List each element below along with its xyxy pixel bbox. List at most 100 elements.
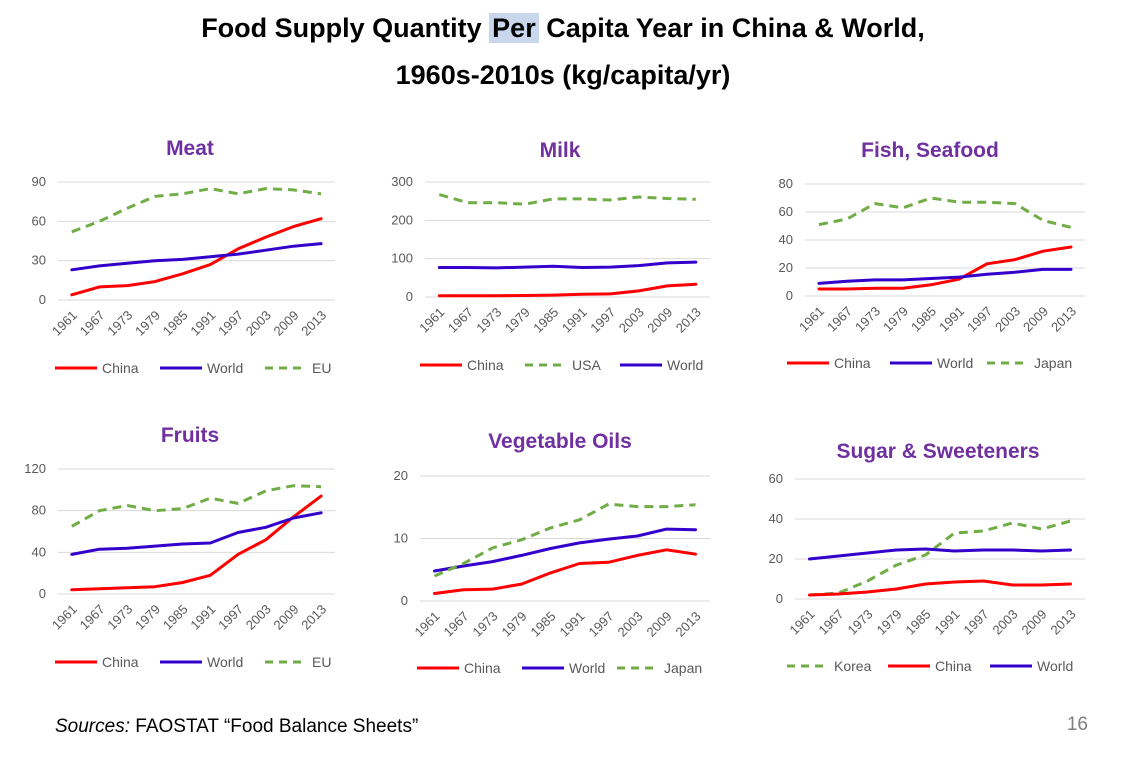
legend-label: World [937, 355, 973, 371]
legend-label: China [464, 660, 501, 676]
y-tick-label: 60 [769, 471, 783, 486]
series-line-japan [818, 196, 1072, 229]
series-line-china [433, 548, 697, 595]
x-tick-label: 1991 [936, 304, 967, 335]
x-tick-label: 1979 [874, 607, 905, 638]
y-tick-label: 0 [786, 288, 793, 303]
x-tick-label: 1967 [441, 609, 472, 640]
legend-label: USA [572, 357, 601, 373]
x-tick-label: 2003 [615, 609, 646, 640]
source-note: Sources: FAOSTAT “Food Balance Sheets” [55, 716, 418, 738]
legend-label: Japan [664, 660, 702, 676]
legend-label: Korea [834, 658, 872, 674]
x-tick-label: 1967 [77, 602, 108, 633]
x-tick-label: 1973 [104, 308, 135, 339]
x-tick-label: 1997 [961, 607, 992, 638]
page-subtitle: 1960s-2010s (kg/capita/yr) [395, 60, 731, 90]
y-tick-label: 0 [39, 586, 46, 601]
y-tick-label: 0 [406, 289, 413, 304]
chart-oils: Vegetable Oils 0 10 20 1961 1967 1973 1979 1985 1… [375, 405, 750, 695]
y-tick-label: 0 [401, 593, 408, 608]
series-line-china [437, 282, 698, 298]
legend-item-world: World [620, 357, 703, 373]
x-tick-label: 2009 [644, 305, 675, 336]
series-line-china [808, 579, 1072, 597]
chart-meat: Meat 0 30 60 90 1961 1967 1973 1979 1985 1991 1997 2… [0, 120, 375, 395]
chart-svg-fish: Fish, Seafood020406080196119671973197919… [779, 139, 1085, 371]
y-tick-label: 40 [779, 232, 793, 247]
chart-fruits: Fruits 0 40 80 120 1961 1967 1973 1979 1985 1991 19… [0, 405, 375, 695]
legend-label: World [207, 654, 243, 670]
x-tick-label: 1979 [502, 305, 533, 336]
chart-svg-fruits: Fruits 0 40 80 120 19611967197319791985199119… [24, 424, 335, 670]
legend-item-eu: EU [265, 654, 331, 670]
x-tick-label: 1979 [132, 602, 163, 633]
page-number: 16 [1066, 714, 1088, 735]
x-tick-label: 1961 [49, 602, 80, 633]
y-tick-label: 60 [32, 213, 46, 228]
x-tick-label: 2003 [990, 607, 1021, 638]
y-tick-label: 20 [779, 260, 793, 275]
x-tick-label: 2009 [644, 609, 675, 640]
x-tick-label: 1973 [845, 607, 876, 638]
x-tick-label: 2013 [298, 602, 329, 633]
legend-label: China [102, 360, 139, 376]
legend-item-china: China [417, 660, 501, 676]
series-line-world [70, 242, 323, 272]
x-tick-label: 2003 [992, 304, 1023, 335]
series-line-china [817, 245, 1073, 291]
x-tick-label: 1967 [445, 305, 476, 336]
x-tick-label: 2013 [1048, 607, 1079, 638]
x-tick-label: 1985 [530, 305, 561, 336]
y-tick-label: 30 [32, 253, 46, 268]
x-tick-label: 1967 [824, 304, 855, 335]
series-line-world [437, 260, 698, 270]
y-tick-label: 60 [779, 204, 793, 219]
legend-item-eu: EU [265, 360, 331, 376]
y-tick-label: 120 [24, 461, 46, 476]
legend-item-world: World [990, 658, 1073, 674]
legend-item-china: China [787, 355, 871, 371]
x-tick-label: 2013 [1048, 304, 1079, 335]
x-tick-label: 1985 [528, 609, 559, 640]
legend-item-china: China [55, 360, 139, 376]
legend-label: China [935, 658, 972, 674]
x-tick-label: 1979 [880, 304, 911, 335]
chart-title: Milk [540, 139, 581, 162]
title-part2: Capita Year in China & World, [538, 13, 925, 43]
x-tick-label: 2013 [673, 305, 704, 336]
x-tick-label: 1997 [964, 304, 995, 335]
chart-sugar: Sugar & Sweeteners 0 20 40 60 1961 1967 1973 197… [750, 405, 1125, 695]
series-line-japan [433, 502, 696, 578]
x-tick-label: 1967 [816, 607, 847, 638]
x-tick-label: 1997 [215, 602, 246, 633]
legend-label: World [207, 360, 243, 376]
series-line-usa [438, 193, 696, 206]
series-line-world [808, 547, 1072, 561]
series-line-china [70, 494, 323, 592]
y-tick-label: 90 [32, 174, 46, 189]
x-tick-label: 1973 [104, 602, 135, 633]
chart-title: Sugar & Sweeteners [836, 440, 1039, 463]
x-tick-label: 1985 [903, 607, 934, 638]
x-tick-label: 1961 [49, 308, 80, 339]
series-line-korea [809, 519, 1071, 597]
y-tick-label: 100 [391, 251, 413, 266]
y-tick-label: 40 [32, 544, 46, 559]
y-tick-label: 10 [394, 531, 408, 546]
legend-item-korea: Korea [787, 658, 872, 674]
x-tick-label: 2013 [298, 308, 329, 339]
x-tick-label: 1991 [187, 308, 218, 339]
chart-svg-oils: Vegetable Oils01020196119671973197919851… [394, 430, 710, 676]
x-tick-label: 1961 [796, 304, 827, 335]
legend-item-world: World [890, 355, 973, 371]
legend-item-china: China [888, 658, 972, 674]
legend-label: EU [312, 654, 331, 670]
x-tick-label: 1997 [215, 308, 246, 339]
x-tick-label: 2003 [243, 602, 274, 633]
legend-label: EU [312, 360, 331, 376]
legend-label: World [667, 357, 703, 373]
legend-label: World [569, 660, 605, 676]
y-tick-label: 20 [769, 551, 783, 566]
x-tick-label: 1985 [160, 308, 191, 339]
